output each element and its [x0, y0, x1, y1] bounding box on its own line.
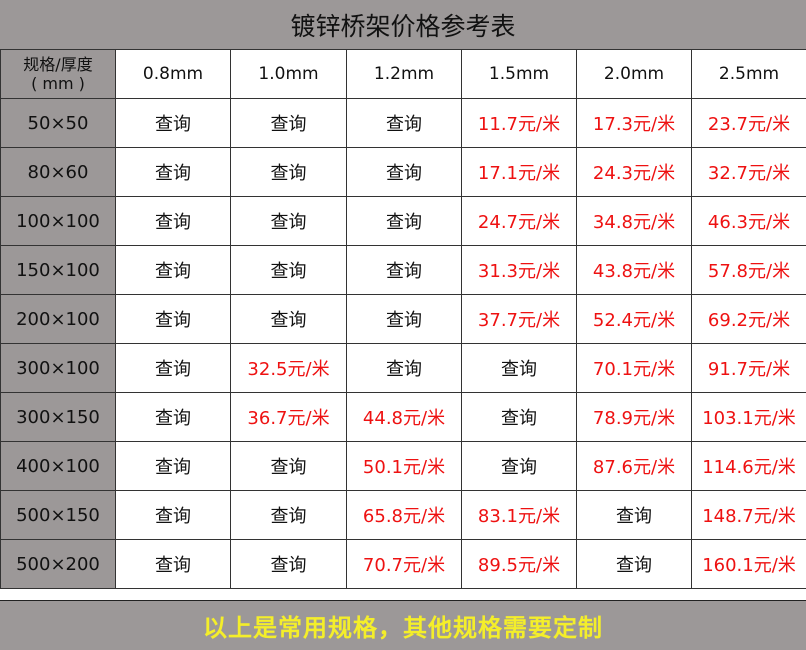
price-cell: 50.1元/米: [346, 441, 462, 491]
inquire-cell: 查询: [115, 196, 231, 246]
spec-cell: 300×150: [0, 392, 116, 442]
inquire-cell: 查询: [346, 294, 462, 344]
inquire-cell: 查询: [115, 147, 231, 197]
inquire-cell: 查询: [461, 343, 577, 393]
price-cell: 32.7元/米: [691, 147, 806, 197]
table-row: 100×100 查询 查询 查询 24.7元/米 34.8元/米 46.3元/米: [0, 196, 806, 246]
thickness-header: 2.0mm: [576, 49, 692, 99]
inquire-cell: 查询: [346, 245, 462, 295]
table-row: 300×100 查询 32.5元/米 查询 查询 70.1元/米 91.7元/米: [0, 343, 806, 393]
price-cell: 69.2元/米: [691, 294, 806, 344]
price-cell: 87.6元/米: [576, 441, 692, 491]
inquire-cell: 查询: [461, 441, 577, 491]
corner-header: 规格/厚度 ( mm ): [0, 49, 116, 99]
price-cell: 70.1元/米: [576, 343, 692, 393]
inquire-cell: 查询: [576, 539, 692, 589]
spec-cell: 500×200: [0, 539, 116, 589]
price-cell: 44.8元/米: [346, 392, 462, 442]
inquire-cell: 查询: [230, 245, 347, 295]
thickness-header: 2.5mm: [691, 49, 806, 99]
header-row: 规格/厚度 ( mm ) 0.8mm 1.0mm 1.2mm 1.5mm 2.0mm 2.…: [0, 49, 806, 99]
inquire-cell: 查询: [230, 539, 347, 589]
table-row: 200×100 查询 查询 查询 37.7元/米 52.4元/米 69.2元/米: [0, 294, 806, 344]
price-cell: 37.7元/米: [461, 294, 577, 344]
price-cell: 89.5元/米: [461, 539, 577, 589]
price-cell: 34.8元/米: [576, 196, 692, 246]
inquire-cell: 查询: [461, 392, 577, 442]
spec-cell: 500×150: [0, 490, 116, 540]
inquire-cell: 查询: [115, 392, 231, 442]
price-cell: 46.3元/米: [691, 196, 806, 246]
price-cell: 65.8元/米: [346, 490, 462, 540]
inquire-cell: 查询: [115, 343, 231, 393]
inquire-cell: 查询: [230, 196, 347, 246]
price-cell: 70.7元/米: [346, 539, 462, 589]
thickness-header: 0.8mm: [115, 49, 231, 99]
table-title: 镀锌桥架价格参考表: [0, 0, 806, 50]
spec-cell: 50×50: [0, 98, 116, 148]
price-cell: 11.7元/米: [461, 98, 577, 148]
price-cell: 52.4元/米: [576, 294, 692, 344]
price-cell: 83.1元/米: [461, 490, 577, 540]
spec-cell: 80×60: [0, 147, 116, 197]
inquire-cell: 查询: [230, 147, 347, 197]
inquire-cell: 查询: [230, 294, 347, 344]
price-cell: 78.9元/米: [576, 392, 692, 442]
price-cell: 160.1元/米: [691, 539, 806, 589]
footer-note: 以上是常用规格，其他规格需要定制: [0, 600, 806, 650]
table-row: 500×200 查询 查询 70.7元/米 89.5元/米 查询 160.1元/米: [0, 539, 806, 589]
inquire-cell: 查询: [115, 490, 231, 540]
thickness-header: 1.0mm: [230, 49, 347, 99]
spec-cell: 200×100: [0, 294, 116, 344]
inquire-cell: 查询: [346, 196, 462, 246]
table-row: 500×150 查询 查询 65.8元/米 83.1元/米 查询 148.7元/米: [0, 490, 806, 540]
price-cell: 24.3元/米: [576, 147, 692, 197]
inquire-cell: 查询: [346, 343, 462, 393]
price-cell: 23.7元/米: [691, 98, 806, 148]
inquire-cell: 查询: [230, 441, 347, 491]
price-cell: 17.3元/米: [576, 98, 692, 148]
price-cell: 31.3元/米: [461, 245, 577, 295]
price-cell: 148.7元/米: [691, 490, 806, 540]
price-cell: 17.1元/米: [461, 147, 577, 197]
thickness-header: 1.2mm: [346, 49, 462, 99]
price-cell: 36.7元/米: [230, 392, 347, 442]
spec-cell: 100×100: [0, 196, 116, 246]
inquire-cell: 查询: [230, 490, 347, 540]
inquire-cell: 查询: [346, 147, 462, 197]
table-row: 80×60 查询 查询 查询 17.1元/米 24.3元/米 32.7元/米: [0, 147, 806, 197]
price-cell: 24.7元/米: [461, 196, 577, 246]
thickness-header: 1.5mm: [461, 49, 577, 99]
price-cell: 103.1元/米: [691, 392, 806, 442]
inquire-cell: 查询: [230, 98, 347, 148]
price-cell: 114.6元/米: [691, 441, 806, 491]
spec-cell: 400×100: [0, 441, 116, 491]
price-cell: 32.5元/米: [230, 343, 347, 393]
inquire-cell: 查询: [576, 490, 692, 540]
table-row: 150×100 查询 查询 查询 31.3元/米 43.8元/米 57.8元/米: [0, 245, 806, 295]
inquire-cell: 查询: [346, 98, 462, 148]
spec-cell: 150×100: [0, 245, 116, 295]
price-cell: 43.8元/米: [576, 245, 692, 295]
table-row: 50×50 查询 查询 查询 11.7元/米 17.3元/米 23.7元/米: [0, 98, 806, 148]
corner-label-unit: ( mm ): [31, 74, 85, 93]
inquire-cell: 查询: [115, 98, 231, 148]
inquire-cell: 查询: [115, 294, 231, 344]
spec-cell: 300×100: [0, 343, 116, 393]
corner-label-spec: 规格/厚度: [23, 55, 93, 74]
inquire-cell: 查询: [115, 441, 231, 491]
inquire-cell: 查询: [115, 539, 231, 589]
price-table: 规格/厚度 ( mm ) 0.8mm 1.0mm 1.2mm 1.5mm 2.0mm 2.…: [0, 49, 806, 589]
price-cell: 57.8元/米: [691, 245, 806, 295]
inquire-cell: 查询: [115, 245, 231, 295]
table-row: 400×100 查询 查询 50.1元/米 查询 87.6元/米 114.6元/米: [0, 441, 806, 491]
price-cell: 91.7元/米: [691, 343, 806, 393]
table-row: 300×150 查询 36.7元/米 44.8元/米 查询 78.9元/米 103.1元/米: [0, 392, 806, 442]
